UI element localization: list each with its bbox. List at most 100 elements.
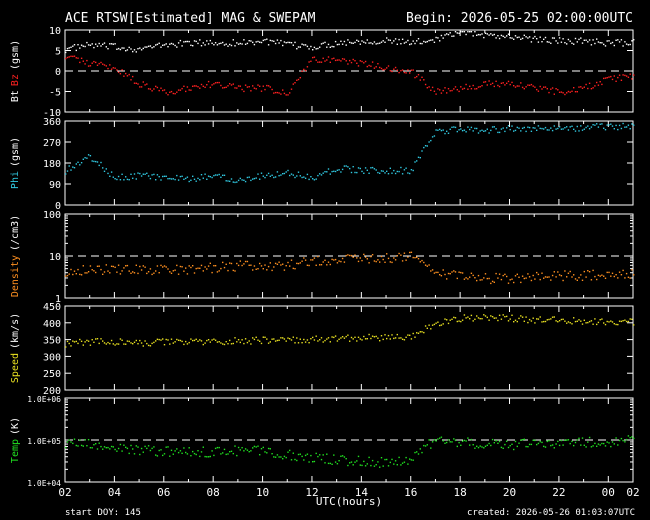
data-point bbox=[223, 343, 226, 346]
data-point bbox=[133, 453, 136, 455]
data-point bbox=[169, 271, 171, 273]
data-point bbox=[102, 340, 104, 342]
data-point bbox=[163, 344, 166, 346]
data-point bbox=[567, 38, 570, 41]
data-point bbox=[267, 265, 270, 268]
data-point bbox=[588, 436, 591, 439]
data-point bbox=[158, 338, 160, 341]
data-point bbox=[502, 314, 504, 316]
data-point bbox=[562, 444, 564, 446]
data-point bbox=[560, 275, 563, 277]
data-point bbox=[202, 343, 204, 346]
data-point bbox=[513, 281, 515, 284]
data-point bbox=[135, 264, 137, 266]
data-point bbox=[155, 179, 157, 181]
data-point bbox=[107, 48, 109, 50]
data-point bbox=[603, 127, 605, 129]
data-point bbox=[449, 90, 451, 92]
data-point bbox=[132, 271, 134, 273]
data-point bbox=[70, 46, 72, 48]
data-point bbox=[303, 257, 305, 259]
data-point bbox=[165, 92, 167, 94]
data-point bbox=[469, 128, 471, 131]
data-point bbox=[620, 320, 623, 323]
x-tick-label: 04 bbox=[108, 486, 122, 499]
data-point bbox=[211, 450, 213, 452]
data-point bbox=[214, 339, 217, 341]
data-point bbox=[163, 265, 166, 267]
data-point bbox=[312, 56, 314, 59]
data-point bbox=[430, 89, 432, 91]
data-point bbox=[80, 162, 83, 164]
data-point bbox=[534, 322, 536, 324]
data-point bbox=[167, 446, 169, 448]
data-point bbox=[213, 265, 215, 267]
data-point bbox=[248, 40, 250, 42]
data-point bbox=[162, 89, 164, 92]
data-point bbox=[451, 318, 453, 320]
data-point bbox=[461, 272, 464, 274]
data-point bbox=[624, 441, 626, 443]
data-point bbox=[439, 324, 441, 327]
data-point bbox=[613, 443, 615, 445]
data-point bbox=[357, 167, 360, 169]
data-point bbox=[255, 336, 257, 338]
data-point bbox=[103, 271, 106, 273]
data-point bbox=[158, 272, 160, 274]
data-point bbox=[199, 455, 201, 458]
data-point bbox=[220, 176, 222, 178]
data-point bbox=[200, 83, 203, 86]
data-point bbox=[498, 131, 501, 134]
data-point bbox=[299, 46, 301, 48]
data-point bbox=[199, 87, 201, 89]
data-point bbox=[158, 89, 160, 92]
data-point bbox=[117, 447, 120, 450]
data-point bbox=[274, 42, 277, 45]
data-point bbox=[220, 267, 222, 270]
data-point bbox=[592, 87, 594, 89]
data-point bbox=[123, 179, 125, 181]
data-point bbox=[560, 128, 563, 130]
data-point bbox=[130, 342, 132, 344]
data-point bbox=[627, 276, 630, 278]
data-point bbox=[588, 128, 591, 130]
data-point bbox=[461, 31, 464, 33]
data-point bbox=[186, 176, 189, 178]
data-point bbox=[633, 124, 635, 126]
data-point bbox=[214, 82, 217, 84]
data-point bbox=[267, 172, 270, 175]
data-point bbox=[285, 265, 287, 267]
data-point bbox=[551, 274, 554, 277]
data-point bbox=[102, 63, 104, 65]
data-point bbox=[304, 454, 307, 457]
data-point bbox=[364, 465, 367, 467]
data-point bbox=[384, 41, 386, 43]
data-point bbox=[179, 175, 182, 178]
data-point bbox=[444, 273, 446, 276]
data-point bbox=[446, 319, 448, 321]
data-point bbox=[107, 172, 109, 175]
data-point bbox=[585, 126, 587, 129]
data-point bbox=[190, 179, 192, 181]
data-point bbox=[416, 256, 418, 258]
data-point bbox=[214, 174, 217, 176]
data-point bbox=[465, 317, 467, 319]
data-point bbox=[481, 129, 483, 131]
data-point bbox=[357, 260, 360, 263]
x-tick-label: 06 bbox=[157, 486, 170, 499]
data-point bbox=[553, 93, 555, 95]
data-point bbox=[393, 337, 395, 340]
data-point bbox=[371, 61, 374, 63]
data-point bbox=[588, 271, 591, 273]
y-tick-label: 1 bbox=[55, 294, 61, 305]
data-point bbox=[188, 180, 190, 183]
data-point bbox=[490, 315, 492, 317]
data-point bbox=[112, 343, 114, 345]
data-point bbox=[135, 51, 137, 53]
data-point bbox=[144, 84, 146, 86]
data-point bbox=[611, 321, 614, 323]
data-point bbox=[294, 41, 296, 44]
data-point bbox=[142, 451, 144, 453]
data-point bbox=[507, 125, 510, 127]
